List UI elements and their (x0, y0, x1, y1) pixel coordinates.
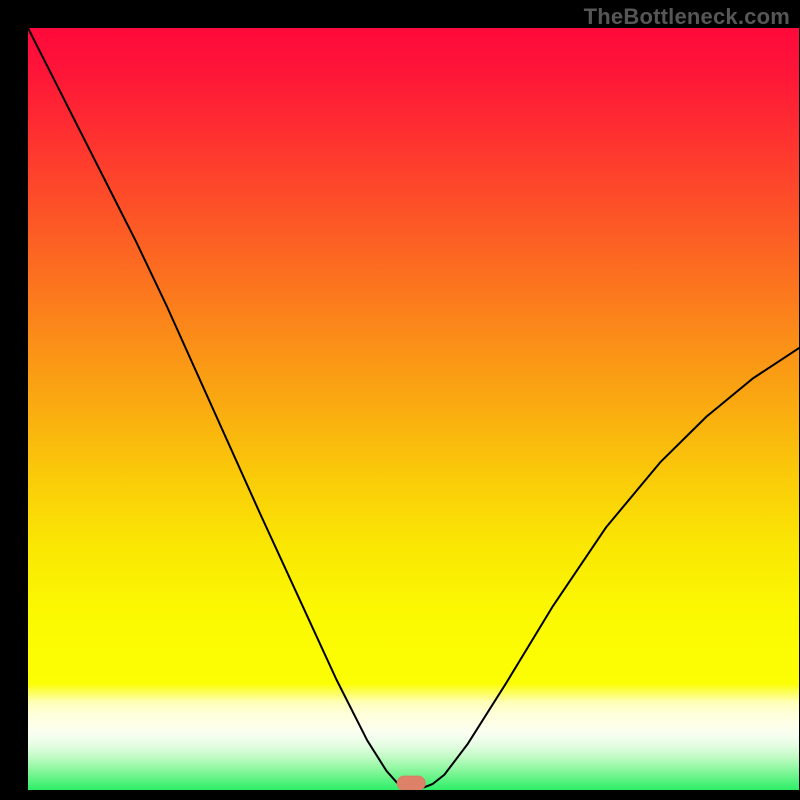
chart-container: TheBottleneck.com (0, 0, 800, 800)
bottleneck-curve-chart (28, 28, 799, 790)
plot-area (28, 28, 799, 790)
gradient-background (28, 28, 799, 790)
watermark-text: TheBottleneck.com (584, 4, 790, 30)
optimal-point-marker (397, 776, 425, 790)
